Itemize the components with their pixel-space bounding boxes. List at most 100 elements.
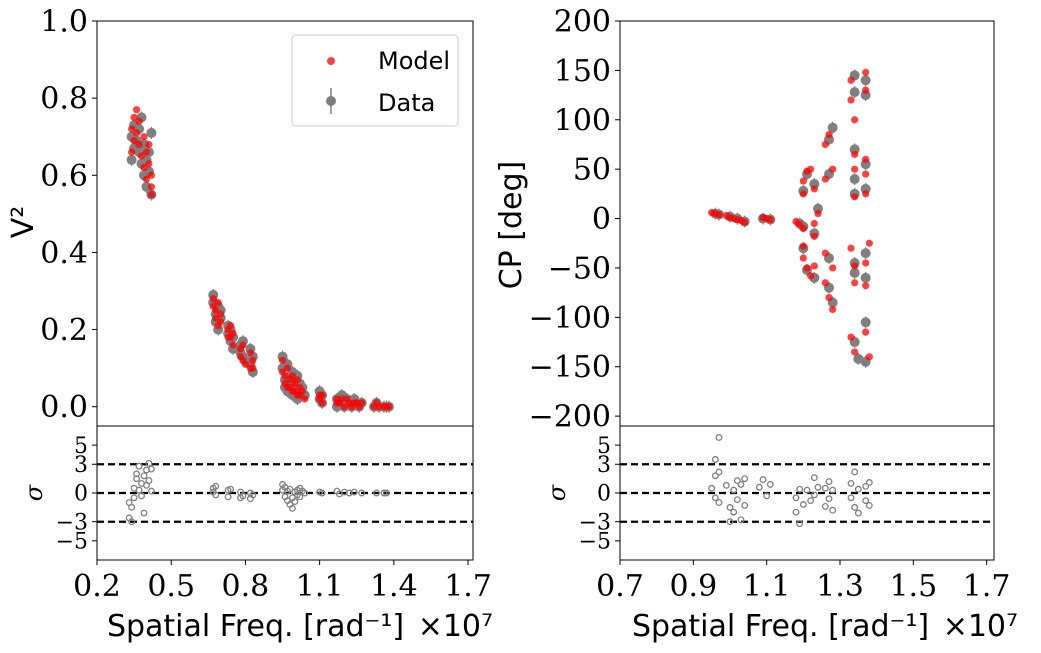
cp-data-point <box>860 75 871 86</box>
cp-residual-point <box>810 491 818 499</box>
v2-model-point <box>214 298 222 307</box>
v2-residual-point <box>380 489 388 497</box>
v2-model-point <box>293 376 301 384</box>
v2-model-point <box>212 306 220 314</box>
v2-residual-point <box>224 493 232 501</box>
cp-model-point <box>807 272 815 280</box>
v2-model-point <box>241 360 250 368</box>
v2-model-point <box>142 148 151 156</box>
v2-residual-point <box>288 504 296 512</box>
cp-residual-point <box>862 497 870 505</box>
cp-data-point <box>849 87 860 98</box>
v2-model-point <box>229 341 237 349</box>
v2-model-point <box>249 356 257 365</box>
cp-model-point <box>766 215 774 224</box>
cp-residual-point <box>715 468 723 476</box>
v2-residual-point <box>133 470 141 478</box>
cp-residual-point <box>715 499 723 507</box>
v2-model-point <box>358 399 366 407</box>
v2-ytick-label: 0.4 <box>40 236 88 271</box>
v2-model-point <box>340 403 348 411</box>
cp-residual-point <box>851 468 859 476</box>
cp-model-point <box>847 96 855 104</box>
cp-model-point <box>847 76 855 84</box>
v2-residual-point <box>128 518 136 526</box>
cp-residual-point <box>737 516 745 524</box>
cp-model-point <box>799 190 807 198</box>
v2-residual-point <box>212 491 220 499</box>
v2-residual-point <box>140 472 148 480</box>
cp-residual-point <box>829 486 837 494</box>
v2-model-point <box>318 399 326 407</box>
legend-model-marker <box>327 57 335 65</box>
v2-ytick-label: 1.0 <box>40 5 88 40</box>
v2-residual-point <box>128 503 136 511</box>
cp-ytick-label: −50 <box>548 251 611 286</box>
cp-residual-point <box>865 479 873 486</box>
v2-model-point <box>239 341 247 349</box>
cp-model-point <box>862 190 870 198</box>
cp-residual-point <box>715 434 723 441</box>
cp-model-point <box>862 259 870 267</box>
v2-model-point <box>140 133 148 141</box>
v2-model-point <box>130 113 138 122</box>
cp-residual-point <box>825 478 833 485</box>
v2-xtick-label: 1.4 <box>370 569 418 604</box>
cp-model-point <box>799 177 807 185</box>
v2-model-point <box>145 140 153 149</box>
cp-residual-point <box>796 485 804 493</box>
cp-residual-point <box>821 484 829 492</box>
v2-model-point <box>246 349 254 357</box>
v2-model-point <box>385 403 393 411</box>
cp-xtick-label: 1.7 <box>963 569 1011 604</box>
v2-model-point <box>278 356 287 365</box>
cp-model-point <box>799 242 807 250</box>
v2-residual-plot: −5−3 0 35 σ 0.2 0.5 0.8 1.1 1.4 1.7 Spatial Fre… <box>20 425 493 644</box>
v2-model-point <box>132 129 141 137</box>
cp-model-point <box>821 140 829 149</box>
cp-data-point <box>849 267 860 278</box>
cp-data-point <box>849 174 860 185</box>
cp-model-point <box>821 175 829 183</box>
cp-residual-point <box>722 481 730 489</box>
cp-residual-point <box>792 494 800 502</box>
cp-model-point <box>851 116 859 124</box>
v2-residual-ytick-label: −5 <box>56 530 88 555</box>
cp-residual-ytick-label: 3 <box>597 453 611 478</box>
v2-residual-point <box>145 477 153 485</box>
cp-model-point <box>851 150 859 158</box>
cp-model-point <box>825 293 833 302</box>
cp-ytick-label: −100 <box>529 301 611 336</box>
v2-residual-ytick-label: −3 <box>56 510 88 535</box>
legend-model-label: Model <box>378 47 450 75</box>
cp-data-point <box>860 317 871 328</box>
v2-model-point <box>209 295 217 303</box>
v2-model-point <box>137 152 146 160</box>
cp-residual-point <box>810 474 818 482</box>
cp-residual-point <box>851 503 859 511</box>
v2-model-point <box>338 395 346 403</box>
v2-model-point <box>140 163 148 172</box>
cp-model-point <box>821 279 829 287</box>
v2-model-point <box>375 403 383 411</box>
v2-residual-point <box>227 485 235 493</box>
cp-model-point <box>851 348 859 356</box>
cp-residual-point <box>821 502 829 510</box>
cp-residual-point <box>737 480 745 488</box>
v2-ylabel: V² <box>6 206 41 239</box>
cp-model-point <box>807 165 815 173</box>
cp-model-point <box>851 165 859 173</box>
v2-residual-point <box>249 491 257 499</box>
v2-model-point <box>217 318 225 326</box>
cp-plot: −200 −150 −100 −50 0 50 100 150 200 CP [deg] <box>494 5 995 435</box>
v2-xtick-label: 1.1 <box>296 569 344 604</box>
v2-residual-point <box>286 485 294 493</box>
v2-residual-point <box>358 489 366 497</box>
cp-xlabel: Spatial Freq. [rad⁻¹] ×10⁷ <box>632 609 1018 644</box>
cp-model-point <box>821 249 829 257</box>
cp-residual-point <box>847 479 855 487</box>
cp-residual-point <box>726 503 734 511</box>
v2-xtick-label: 1.7 <box>444 569 492 604</box>
cp-model-point <box>829 264 837 272</box>
v2-model-point <box>217 310 225 318</box>
